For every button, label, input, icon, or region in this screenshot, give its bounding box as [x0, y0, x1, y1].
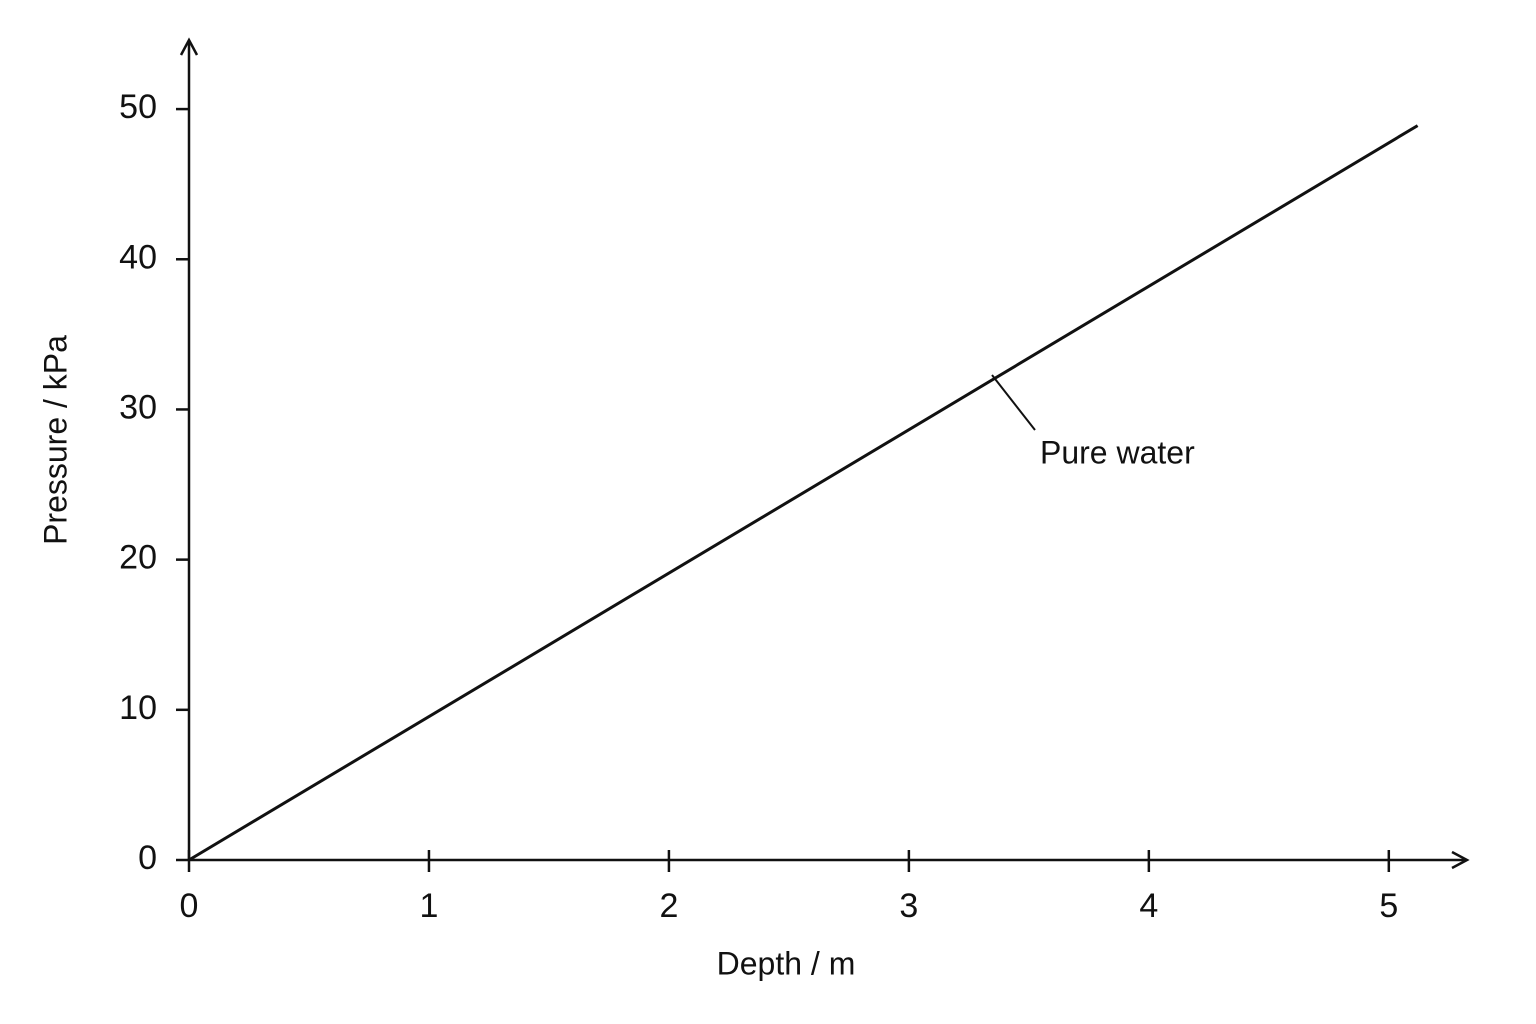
axes	[179, 37, 1470, 870]
line-label: Pure water	[1040, 434, 1195, 470]
y-tick-label: 40	[119, 238, 157, 276]
annotation-leader	[991, 374, 1036, 431]
y-axis-title: Pressure / kPa	[37, 335, 73, 545]
y-tick-label: 20	[119, 539, 157, 577]
x-axis-title: Depth / m	[717, 945, 856, 981]
x-tick-label: 5	[1379, 887, 1398, 925]
y-tick-label: 30	[119, 388, 157, 426]
y-axis-arrow	[179, 37, 199, 56]
x-axis-arrow	[1451, 850, 1470, 870]
x-tick-label: 0	[180, 887, 199, 925]
y-tick-label: 10	[119, 689, 157, 727]
x-tick-label: 1	[420, 887, 439, 925]
y-tick-label: 0	[138, 839, 157, 877]
x-tick-label: 4	[1139, 887, 1158, 925]
x-tick-label: 3	[899, 887, 918, 925]
x-tick-label: 2	[659, 887, 678, 925]
y-tick-label: 50	[119, 88, 157, 126]
data-line	[188, 124, 1419, 862]
